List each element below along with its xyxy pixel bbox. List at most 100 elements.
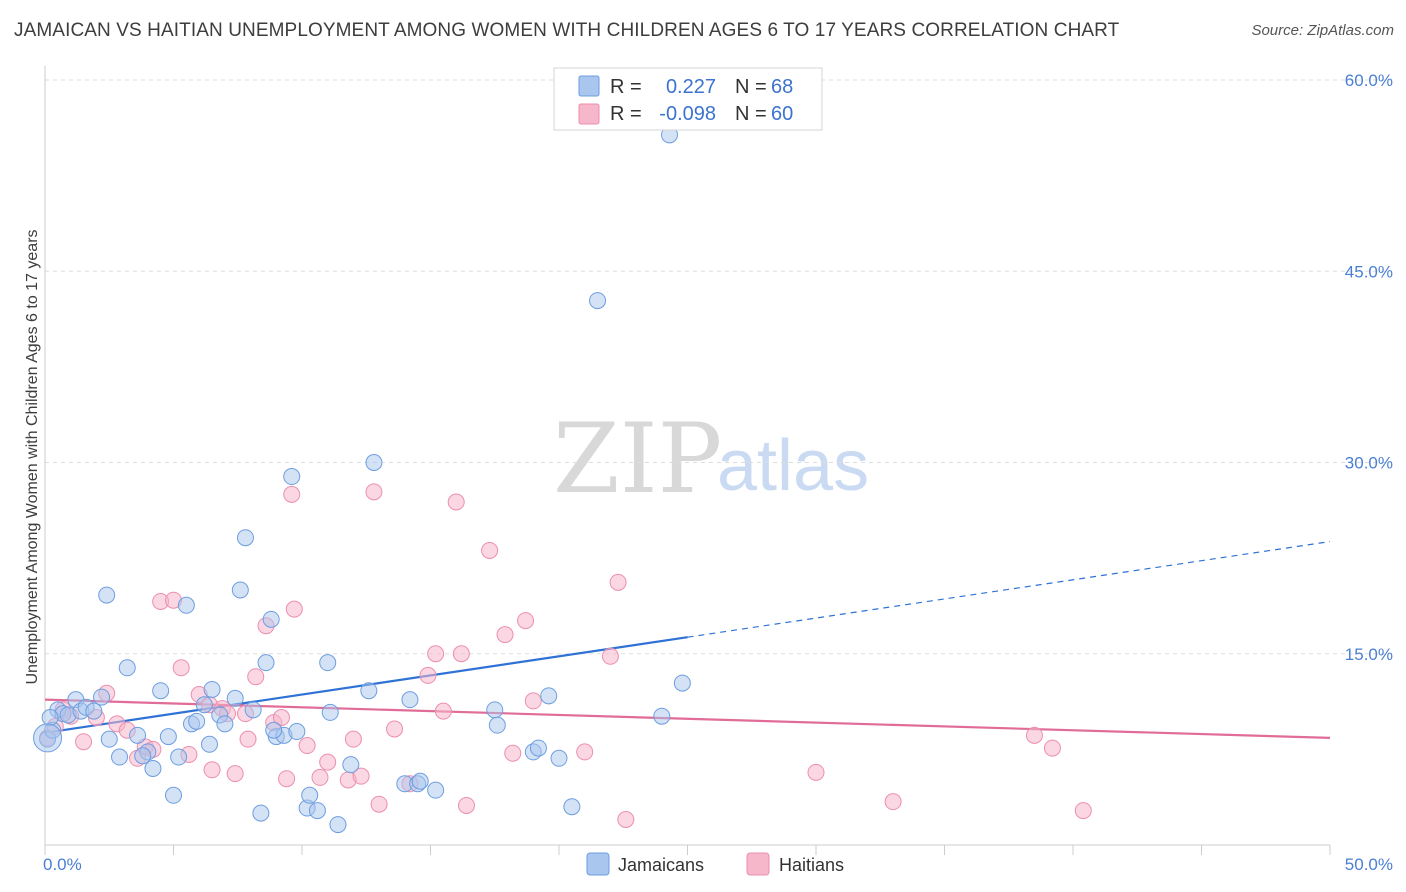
haitian-point (434, 702, 452, 720)
y-tick-label-15: 15.0% (1345, 645, 1393, 664)
jamaican-point (134, 747, 152, 765)
haitian-point (239, 730, 257, 748)
legend-n-label-haitian: N = (735, 103, 767, 125)
jamaican-point (486, 701, 504, 719)
haitian-point (272, 709, 290, 726)
jamaican-trend-extension (687, 540, 1331, 638)
jamaican-point (488, 716, 506, 734)
jamaican-point (653, 707, 671, 725)
haitian-point (172, 659, 190, 677)
haitian-point (481, 541, 499, 559)
jamaican-point (540, 687, 558, 705)
jamaican-point (111, 748, 129, 766)
jamaican-point (563, 798, 581, 816)
x-tick-label-50: 50.0% (1345, 855, 1393, 874)
haitian-point (344, 730, 362, 748)
jamaican-point (262, 610, 280, 628)
haitian-point (283, 485, 301, 503)
jamaican-point (177, 596, 195, 614)
jamaican-point (159, 728, 177, 746)
y-tick-label-30: 30.0% (1345, 454, 1393, 473)
haitian-point (203, 761, 221, 779)
source-credit: Source: ZipAtlas.com (1251, 22, 1394, 39)
haitian-point (1043, 739, 1061, 757)
bottom-legend-label-jamaicans: Jamaicans (618, 855, 704, 875)
haitian-point (807, 763, 825, 781)
haitian-point (447, 493, 465, 511)
legend-n-label-jamaican: N = (735, 76, 767, 98)
jamaican-point (308, 802, 326, 820)
haitian-point (226, 765, 244, 783)
bottom-legend-label-haitians: Haitians (779, 855, 844, 875)
legend-swatch-haitian (578, 103, 600, 125)
haitian-point (311, 768, 329, 786)
tick-labels: 15.0% 30.0% 45.0% 60.0% 0.0% 50.0% (43, 71, 1393, 874)
x-tick-label-0: 0.0% (43, 855, 82, 874)
trend-lines (44, 540, 1331, 739)
haitian-point (601, 647, 619, 665)
haitian-point (419, 666, 437, 684)
jamaican-point (93, 688, 111, 706)
jamaican-point (360, 682, 378, 700)
haitian-point (75, 733, 93, 751)
jamaican-point (288, 723, 306, 741)
watermark-atlas: atlas (717, 426, 869, 506)
legend-r-value-haitian: -0.098 (659, 103, 716, 125)
series-legend: Jamaicans Haitians (586, 852, 844, 876)
haitian-point (285, 600, 303, 618)
jamaican-point (98, 586, 116, 604)
legend-r-label-jamaican: R = (610, 76, 642, 98)
haitian-point (427, 645, 445, 663)
legend-n-value-haitian: 60 (771, 103, 793, 125)
haitian-point (319, 753, 337, 771)
jamaican-point (85, 702, 103, 720)
haitian-point (576, 743, 594, 761)
y-tick-label-45: 45.0% (1345, 262, 1393, 281)
bottom-legend-swatch-haitians (746, 852, 770, 876)
jamaican-point (301, 786, 319, 804)
jamaican-point (203, 680, 221, 698)
jamaican-point (529, 739, 547, 757)
jamaican-point (195, 696, 213, 714)
jamaican-point (329, 816, 347, 834)
jamaican-point (550, 749, 568, 767)
jamaican-point (244, 701, 262, 719)
haitian-point (504, 744, 522, 762)
haitian-point (452, 645, 470, 663)
jamaican-point-cluster (33, 723, 63, 753)
jamaican-point (236, 529, 254, 547)
grid-lines (45, 79, 1392, 655)
jamaican-point (257, 654, 275, 672)
bottom-legend-swatch-jamaicans (586, 852, 610, 876)
jamaican-point (365, 454, 383, 471)
jamaican-point (342, 756, 360, 774)
haitian-point (365, 483, 383, 501)
haitian-point (352, 767, 370, 785)
jamaican-point (252, 804, 270, 822)
jamaican-point (283, 468, 301, 486)
jamaican-points (33, 126, 691, 834)
jamaican-point (188, 712, 206, 730)
jamaican-point (321, 703, 339, 721)
watermark-zip: ZIP (553, 403, 722, 515)
haitian-point (517, 612, 535, 630)
jamaican-point (231, 581, 249, 599)
haitian-point (1025, 726, 1043, 744)
haitian-point (386, 720, 404, 738)
haitian-point (524, 692, 542, 710)
legend-r-label-haitian: R = (610, 103, 642, 125)
jamaican-point (319, 654, 337, 672)
chart-title: JAMAICAN VS HAITIAN UNEMPLOYMENT AMONG W… (14, 20, 1120, 41)
jamaican-point (589, 292, 607, 310)
haitian-point (617, 811, 635, 828)
legend-swatch-jamaican (578, 75, 600, 97)
haitian-point (884, 793, 902, 811)
haitian-point (370, 795, 388, 813)
jamaican-point (216, 715, 234, 733)
jamaican-point (226, 689, 244, 707)
y-axis-label: Unemployment Among Women with Children A… (24, 229, 41, 684)
haitian-point (457, 796, 475, 814)
jamaican-point (41, 709, 59, 726)
haitian-point (609, 573, 627, 591)
